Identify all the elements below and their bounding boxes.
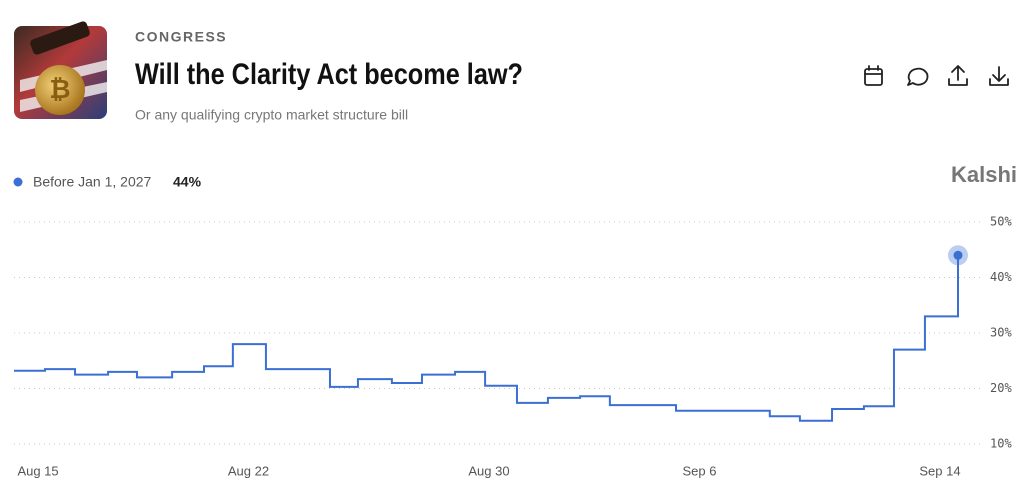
market-title: Will the Clarity Act become law? bbox=[135, 58, 523, 91]
y-tick-label: 30% bbox=[990, 326, 1012, 340]
last-point bbox=[953, 250, 963, 260]
subtitle: Or any qualifying crypto market structur… bbox=[135, 107, 408, 123]
x-tick-label: Aug 30 bbox=[468, 463, 509, 478]
y-tick-label: 10% bbox=[990, 437, 1012, 451]
legend-dot bbox=[13, 177, 23, 187]
market-thumbnail: ₿ bbox=[14, 21, 107, 119]
comment-button[interactable] bbox=[907, 67, 929, 86]
legend-value: 44% bbox=[173, 174, 202, 190]
calendar-button[interactable] bbox=[864, 65, 883, 86]
legend-name: Before Jan 1, 2027 bbox=[33, 174, 152, 190]
y-tick-label: 50% bbox=[990, 215, 1012, 229]
y-tick-label: 20% bbox=[990, 381, 1012, 395]
x-tick-label: Sep 6 bbox=[682, 463, 716, 478]
svg-text:₿: ₿ bbox=[49, 74, 70, 104]
category: CONGRESS bbox=[135, 29, 227, 45]
x-tick-label: Aug 15 bbox=[17, 463, 58, 478]
y-tick-label: 40% bbox=[990, 270, 1012, 284]
x-tick-label: Aug 22 bbox=[228, 463, 269, 478]
download-button[interactable] bbox=[989, 66, 1009, 86]
x-tick-label: Sep 14 bbox=[919, 463, 960, 478]
share-button[interactable] bbox=[948, 65, 968, 86]
series-line bbox=[14, 255, 959, 422]
brand-logo: Kalshi bbox=[951, 162, 1017, 187]
